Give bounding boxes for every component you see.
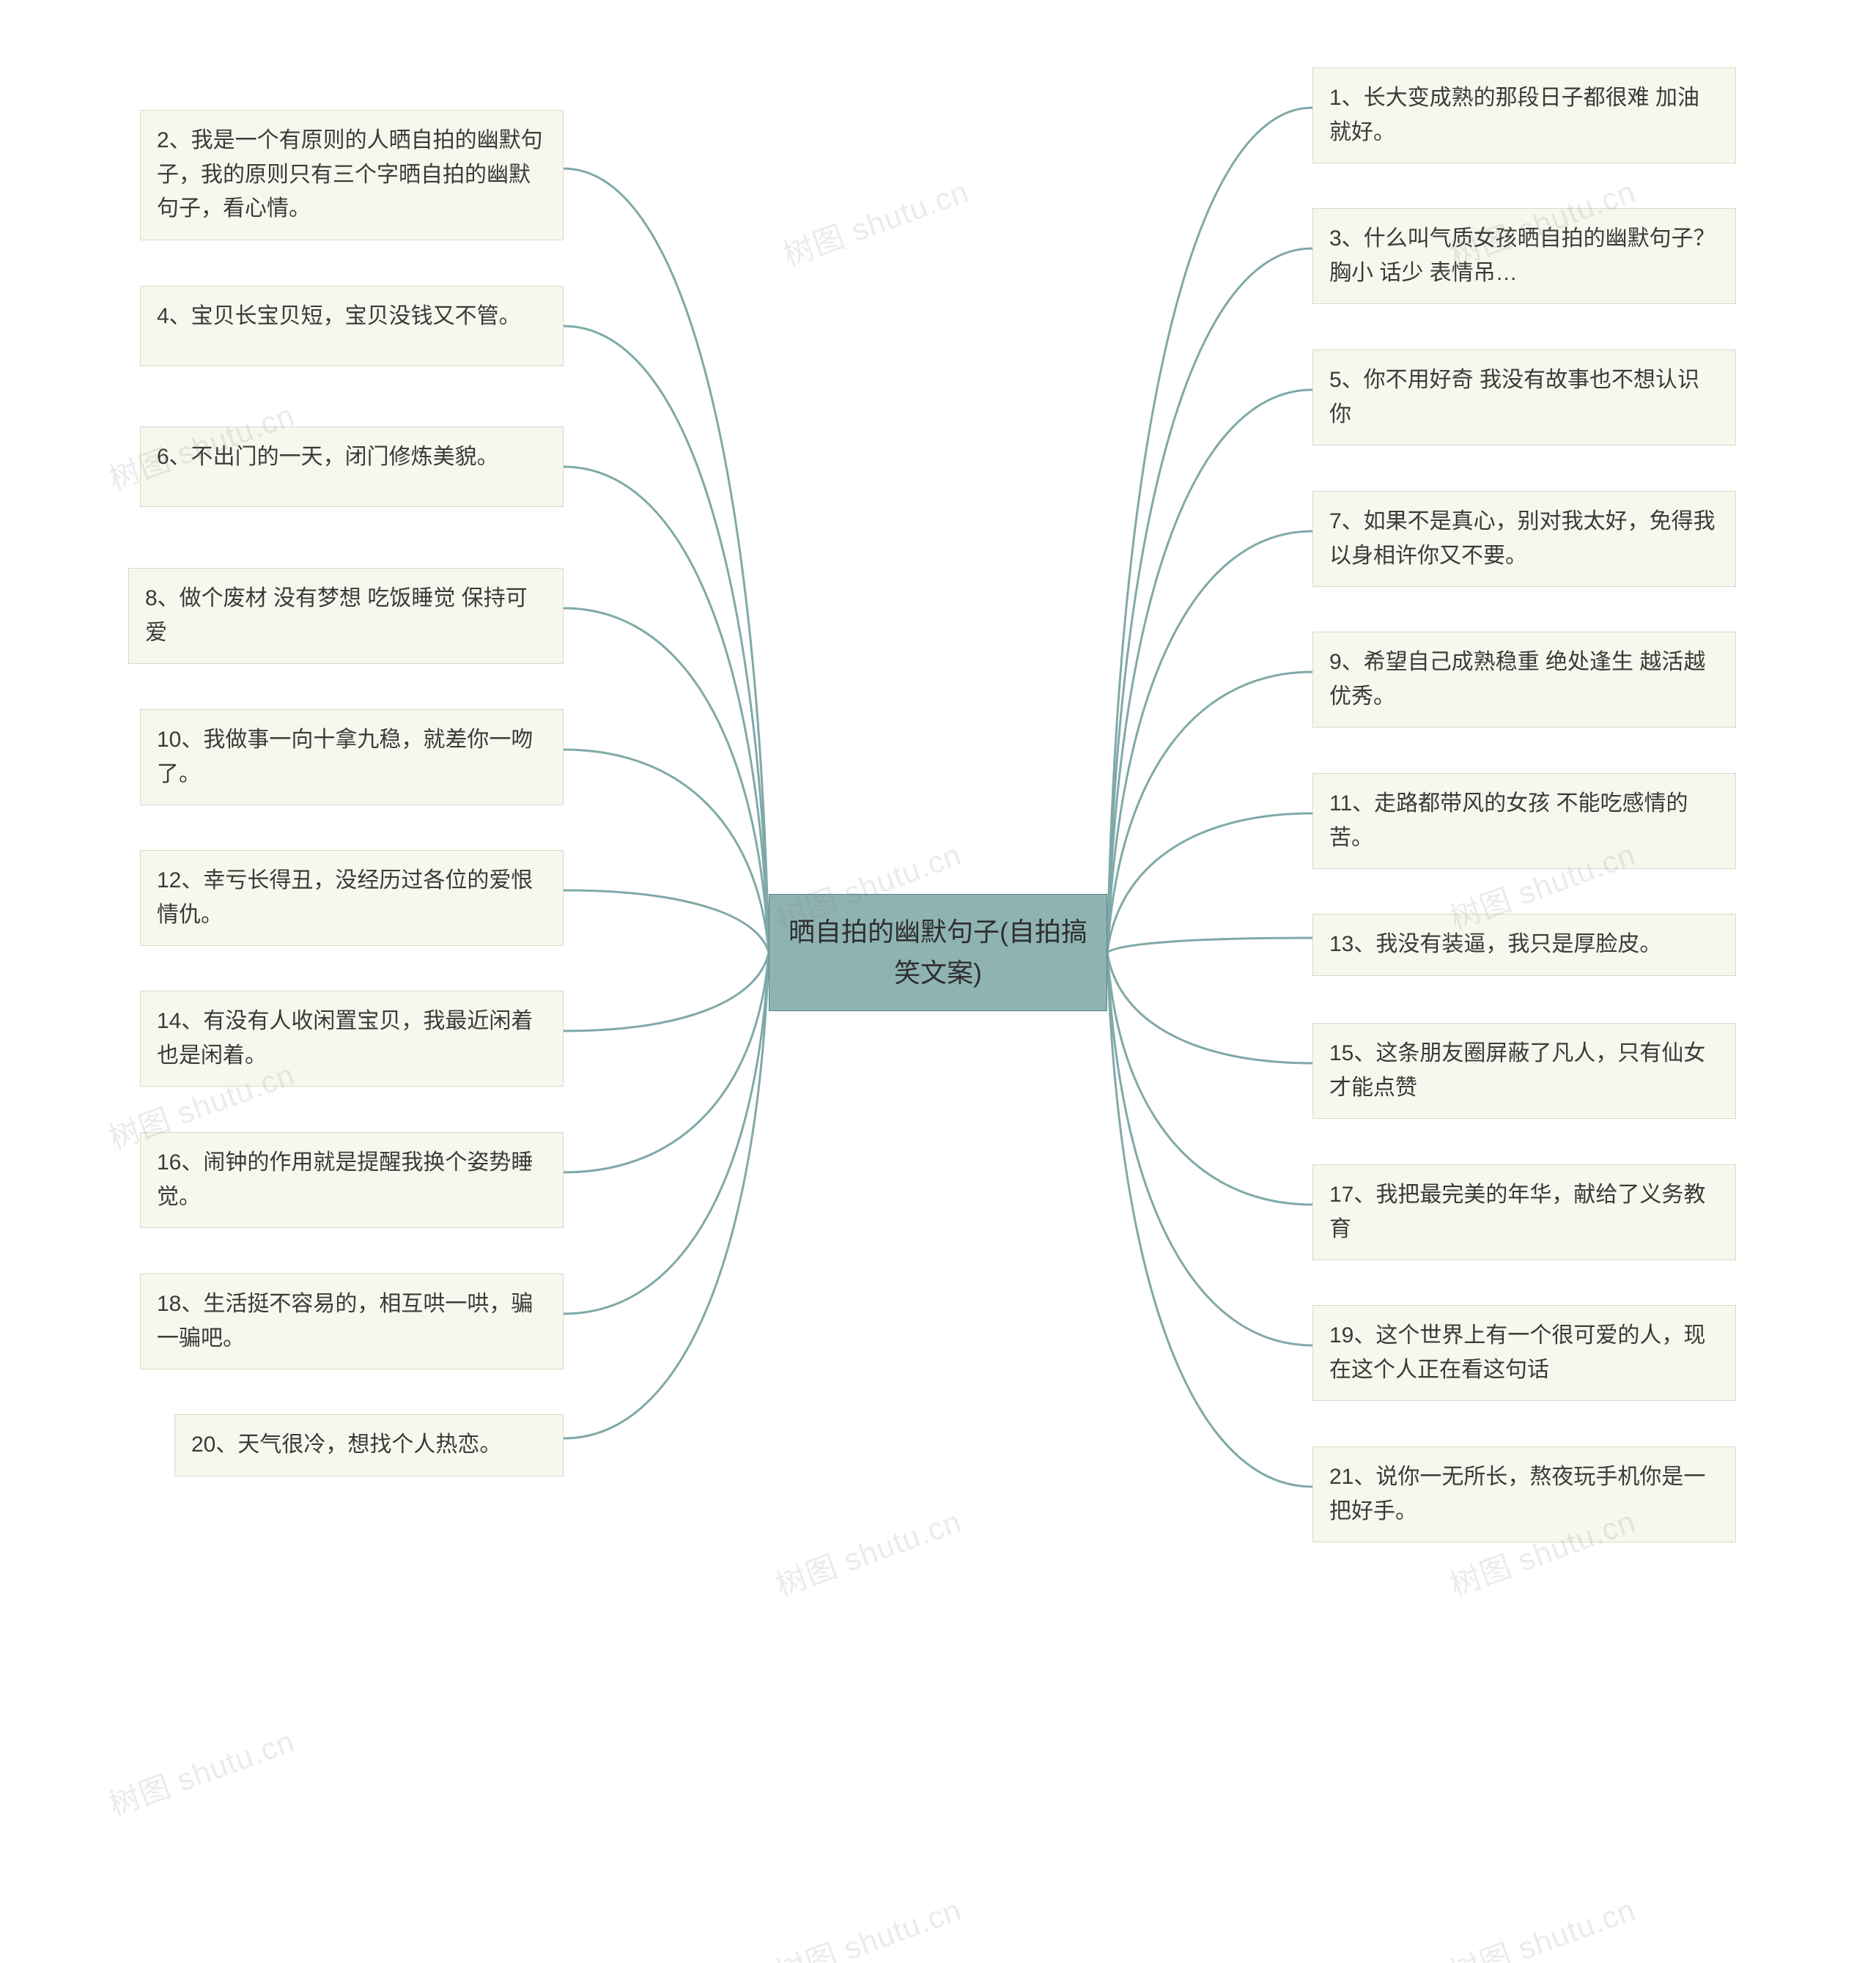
right-leaf-node: 7、如果不是真心，别对我太好，免得我以身相许你又不要。 <box>1312 491 1736 587</box>
right-leaf-node: 9、希望自己成熟稳重 绝处逢生 越活越优秀。 <box>1312 632 1736 728</box>
edge-left <box>564 953 769 1172</box>
leaf-label: 12、幸亏长得丑，没经历过各位的爱恨情仇。 <box>157 868 533 927</box>
left-leaf-node: 6、不出门的一天，闭门修炼美貌。 <box>140 426 564 507</box>
leaf-label: 4、宝贝长宝贝短，宝贝没钱又不管。 <box>157 304 521 328</box>
edge-left <box>564 953 769 1031</box>
leaf-label: 17、我把最完美的年华，献给了义务教育 <box>1329 1183 1705 1241</box>
watermark: 树图 shutu.cn <box>1443 1885 1641 1963</box>
left-leaf-node: 16、闹钟的作用就是提醒我换个姿势睡觉。 <box>140 1132 564 1228</box>
leaf-label: 8、做个废材 没有梦想 吃饭睡觉 保持可爱 <box>145 586 528 645</box>
edge-right <box>1107 938 1312 953</box>
right-leaf-node: 13、我没有装逼，我只是厚脸皮。 <box>1312 914 1736 976</box>
right-leaf-node: 17、我把最完美的年华，献给了义务教育 <box>1312 1164 1736 1260</box>
watermark-text: 树图 shutu.cn <box>105 1723 300 1822</box>
left-leaf-node: 2、我是一个有原则的人晒自拍的幽默句子，我的原则只有三个字晒自拍的幽默句子，看心… <box>140 110 564 240</box>
leaf-label: 10、我做事一向十拿九稳，就差你一吻了。 <box>157 728 533 786</box>
right-leaf-node: 1、长大变成熟的那段日子都很难 加油就好。 <box>1312 67 1736 163</box>
edge-left <box>564 953 769 1438</box>
watermark-text: 树图 shutu.cn <box>779 174 974 273</box>
watermark: 树图 shutu.cn <box>776 167 974 276</box>
mindmap-canvas: 晒自拍的幽默句子(自拍搞笑文案) 2、我是一个有原则的人晒自拍的幽默句子，我的原则… <box>0 0 1876 1963</box>
watermark: 树图 shutu.cn <box>769 1885 967 1963</box>
leaf-label: 19、这个世界上有一个很可爱的人，现在这个人正在看这句话 <box>1329 1323 1705 1382</box>
watermark-text: 树图 shutu.cn <box>1446 1892 1641 1963</box>
center-node: 晒自拍的幽默句子(自拍搞笑文案) <box>769 894 1107 1011</box>
left-leaf-node: 18、生活挺不容易的，相互哄一哄，骗一骗吧。 <box>140 1273 564 1369</box>
leaf-label: 11、走路都带风的女孩 不能吃感情的苦。 <box>1329 791 1688 850</box>
edge-left <box>564 326 769 953</box>
right-leaf-node: 5、你不用好奇 我没有故事也不想认识你 <box>1312 350 1736 446</box>
edge-left <box>564 890 769 953</box>
right-leaf-node: 21、说你一无所长，熬夜玩手机你是一把好手。 <box>1312 1446 1736 1542</box>
leaf-label: 20、天气很冷，想找个人热恋。 <box>191 1432 501 1457</box>
watermark: 树图 shutu.cn <box>102 1717 300 1825</box>
edge-right <box>1107 248 1312 953</box>
edge-left <box>564 750 769 953</box>
leaf-label: 3、什么叫气质女孩晒自拍的幽默句子？胸小 话少 表情吊… <box>1329 226 1716 285</box>
right-leaf-node: 15、这条朋友圈屏蔽了凡人，只有仙女才能点赞 <box>1312 1023 1736 1119</box>
leaf-label: 9、希望自己成熟稳重 绝处逢生 越活越优秀。 <box>1329 650 1705 709</box>
edge-left <box>564 169 769 953</box>
edge-right <box>1107 390 1312 953</box>
edge-right <box>1107 953 1312 1063</box>
left-leaf-node: 8、做个废材 没有梦想 吃饭睡觉 保持可爱 <box>128 568 564 664</box>
leaf-label: 16、闹钟的作用就是提醒我换个姿势睡觉。 <box>157 1150 533 1209</box>
edge-right <box>1107 953 1312 1487</box>
right-leaf-node: 11、走路都带风的女孩 不能吃感情的苦。 <box>1312 773 1736 869</box>
edge-right <box>1107 531 1312 953</box>
left-leaf-node: 14、有没有人收闲置宝贝，我最近闲着也是闲着。 <box>140 991 564 1087</box>
left-leaf-node: 10、我做事一向十拿九稳，就差你一吻了。 <box>140 709 564 805</box>
edge-right <box>1107 108 1312 953</box>
edge-right <box>1107 953 1312 1345</box>
edge-left <box>564 467 769 953</box>
leaf-label: 2、我是一个有原则的人晒自拍的幽默句子，我的原则只有三个字晒自拍的幽默句子，看心… <box>157 128 543 221</box>
left-leaf-node: 4、宝贝长宝贝短，宝贝没钱又不管。 <box>140 286 564 366</box>
edge-right <box>1107 672 1312 953</box>
watermark: 树图 shutu.cn <box>769 1497 967 1605</box>
leaf-label: 21、说你一无所长，熬夜玩手机你是一把好手。 <box>1329 1465 1705 1523</box>
left-leaf-node: 20、天气很冷，想找个人热恋。 <box>174 1414 564 1476</box>
edge-right <box>1107 813 1312 953</box>
watermark-text: 树图 shutu.cn <box>772 1504 967 1602</box>
watermark-text: 树图 shutu.cn <box>772 1892 967 1963</box>
leaf-label: 6、不出门的一天，闭门修炼美貌。 <box>157 445 499 469</box>
right-leaf-node: 3、什么叫气质女孩晒自拍的幽默句子？胸小 话少 表情吊… <box>1312 208 1736 304</box>
leaf-label: 14、有没有人收闲置宝贝，我最近闲着也是闲着。 <box>157 1009 533 1068</box>
center-node-label: 晒自拍的幽默句子(自拍搞笑文案) <box>786 912 1090 994</box>
edge-left <box>564 608 769 953</box>
leaf-label: 13、我没有装逼，我只是厚脸皮。 <box>1329 932 1661 956</box>
leaf-label: 5、你不用好奇 我没有故事也不想认识你 <box>1329 368 1699 426</box>
right-leaf-node: 19、这个世界上有一个很可爱的人，现在这个人正在看这句话 <box>1312 1305 1736 1401</box>
left-leaf-node: 12、幸亏长得丑，没经历过各位的爱恨情仇。 <box>140 850 564 946</box>
edge-left <box>564 953 769 1314</box>
leaf-label: 1、长大变成熟的那段日子都很难 加油就好。 <box>1329 86 1699 144</box>
edge-right <box>1107 953 1312 1205</box>
leaf-label: 7、如果不是真心，别对我太好，免得我以身相许你又不要。 <box>1329 509 1716 568</box>
leaf-label: 15、这条朋友圈屏蔽了凡人，只有仙女才能点赞 <box>1329 1041 1705 1100</box>
leaf-label: 18、生活挺不容易的，相互哄一哄，骗一骗吧。 <box>157 1292 533 1350</box>
